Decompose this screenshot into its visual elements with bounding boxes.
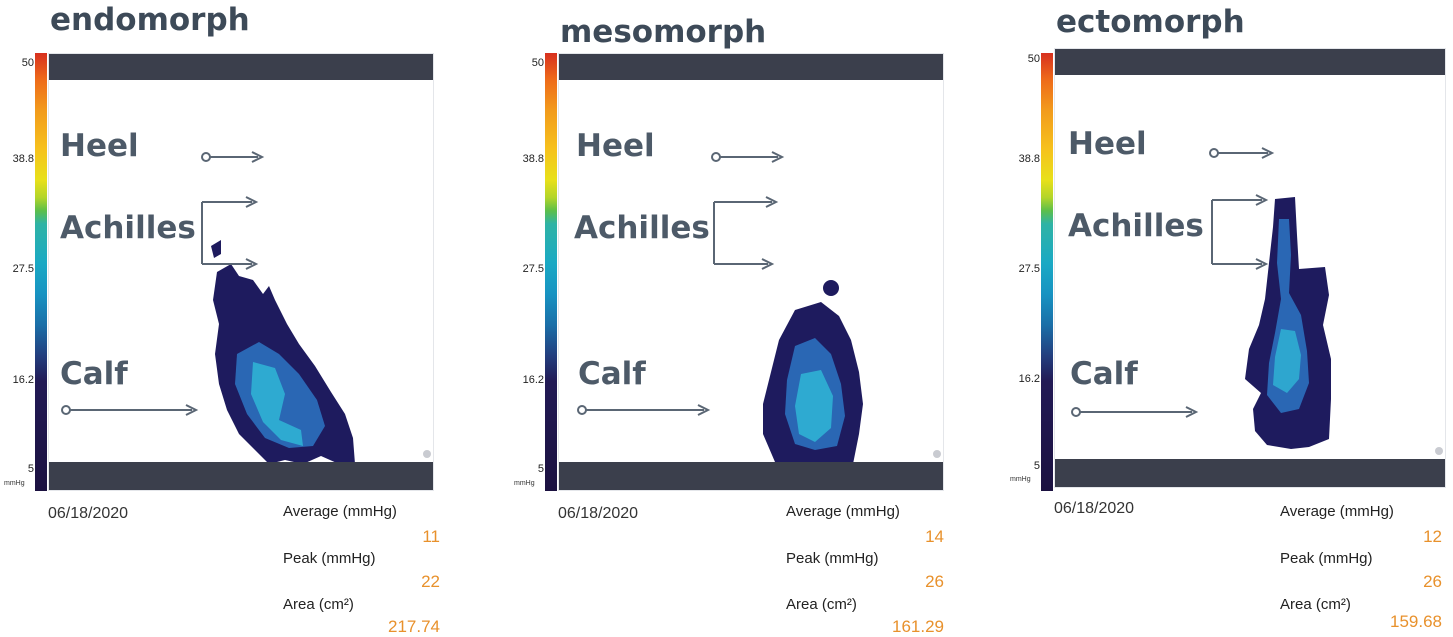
scale-tick-38-8: 38.8: [1018, 153, 1040, 165]
label-calf: Calf: [1070, 356, 1138, 392]
plot-top-bar: [559, 54, 943, 80]
panel-title: mesomorph: [560, 14, 767, 50]
average-label: Average (mmHg): [283, 503, 397, 520]
scale-tick-5: 5: [537, 463, 544, 475]
peak-value: 26: [925, 572, 944, 591]
pressure-color-scale: [1041, 53, 1053, 491]
plot-corner-dot: [423, 450, 431, 458]
plot-bottom-bar: [49, 462, 433, 490]
scale-unit: mmHg: [514, 480, 535, 487]
pressure-map: [48, 53, 434, 491]
plot-top-bar: [49, 54, 433, 80]
label-achilles: Achilles: [574, 210, 710, 246]
measurement-date: 06/18/2020: [48, 505, 129, 522]
heatmap-blob: [211, 240, 355, 464]
pressure-heatmap: [1245, 197, 1331, 449]
peak-label: Peak (mmHg): [283, 550, 376, 567]
area-value: 217.74: [388, 617, 440, 636]
label-achilles: Achilles: [60, 210, 196, 246]
scale-unit: mmHg: [1010, 476, 1031, 483]
average-value: 14: [925, 527, 944, 546]
average-value: 12: [1423, 527, 1442, 546]
area-value: 161.29: [892, 617, 944, 636]
average-value: 11: [422, 527, 440, 546]
pressure-panel-ectomorph: ectomorph 50 38.8 27.5 16.2 5 mmHg Heel …: [1006, 0, 1446, 636]
scale-tick-16-2: 16.2: [1018, 373, 1040, 385]
scale-tick-38-8: 38.8: [12, 153, 34, 165]
label-calf: Calf: [578, 356, 646, 392]
label-achilles: Achilles: [1068, 208, 1204, 244]
pressure-panel-mesomorph: mesomorph 50 38.8 27.5 16.2 5 mmHg He: [510, 0, 950, 636]
label-heel: Heel: [1068, 126, 1147, 162]
plot-bottom-bar: [1055, 459, 1445, 487]
area-label: Area (cm²): [1280, 596, 1351, 613]
scale-tick-50: 50: [21, 57, 34, 69]
scale-tick-27-5: 27.5: [1018, 263, 1040, 275]
plot-corner-dot: [933, 450, 941, 458]
scale-tick-38-8: 38.8: [522, 153, 544, 165]
scale-tick-50: 50: [531, 57, 544, 69]
scale-unit: mmHg: [4, 480, 25, 487]
plot-top-bar: [1055, 49, 1445, 75]
scale-tick-5: 5: [1033, 460, 1040, 472]
peak-value: 22: [421, 572, 440, 591]
pressure-heatmap: [763, 280, 863, 468]
peak-label: Peak (mmHg): [786, 550, 879, 567]
label-heel: Heel: [60, 128, 139, 164]
heatmap-blob: [1245, 197, 1331, 449]
scale-tick-16-2: 16.2: [12, 374, 34, 386]
label-heel: Heel: [576, 128, 655, 164]
heatmap-blob: [763, 280, 863, 468]
scale-tick-50: 50: [1027, 53, 1040, 65]
average-label: Average (mmHg): [1280, 503, 1394, 520]
plot-corner-dot: [1435, 447, 1443, 455]
scale-tick-27-5: 27.5: [12, 263, 34, 275]
measurement-date: 06/18/2020: [1054, 500, 1135, 517]
peak-label: Peak (mmHg): [1280, 550, 1373, 567]
pressure-color-scale: [35, 53, 47, 491]
label-calf: Calf: [60, 356, 128, 392]
scale-tick-27-5: 27.5: [522, 263, 544, 275]
area-label: Area (cm²): [786, 596, 857, 613]
average-label: Average (mmHg): [786, 503, 900, 520]
area-label: Area (cm²): [283, 596, 354, 613]
measurement-date: 06/18/2020: [558, 505, 639, 522]
scale-tick-5: 5: [27, 463, 34, 475]
pressure-color-scale: [545, 53, 557, 491]
peak-value: 26: [1423, 572, 1442, 591]
area-value: 159.68: [1390, 612, 1442, 631]
panel-title: ectomorph: [1056, 4, 1245, 40]
pressure-map: [1054, 48, 1446, 488]
pressure-heatmap: [211, 240, 355, 464]
pressure-map: [558, 53, 944, 491]
pressure-panel-endomorph: endomorph 50 38.8 27.5 16.2 5 mmHg He: [0, 0, 440, 636]
scale-tick-16-2: 16.2: [522, 374, 544, 386]
plot-bottom-bar: [559, 462, 943, 490]
panel-title: endomorph: [50, 2, 250, 38]
